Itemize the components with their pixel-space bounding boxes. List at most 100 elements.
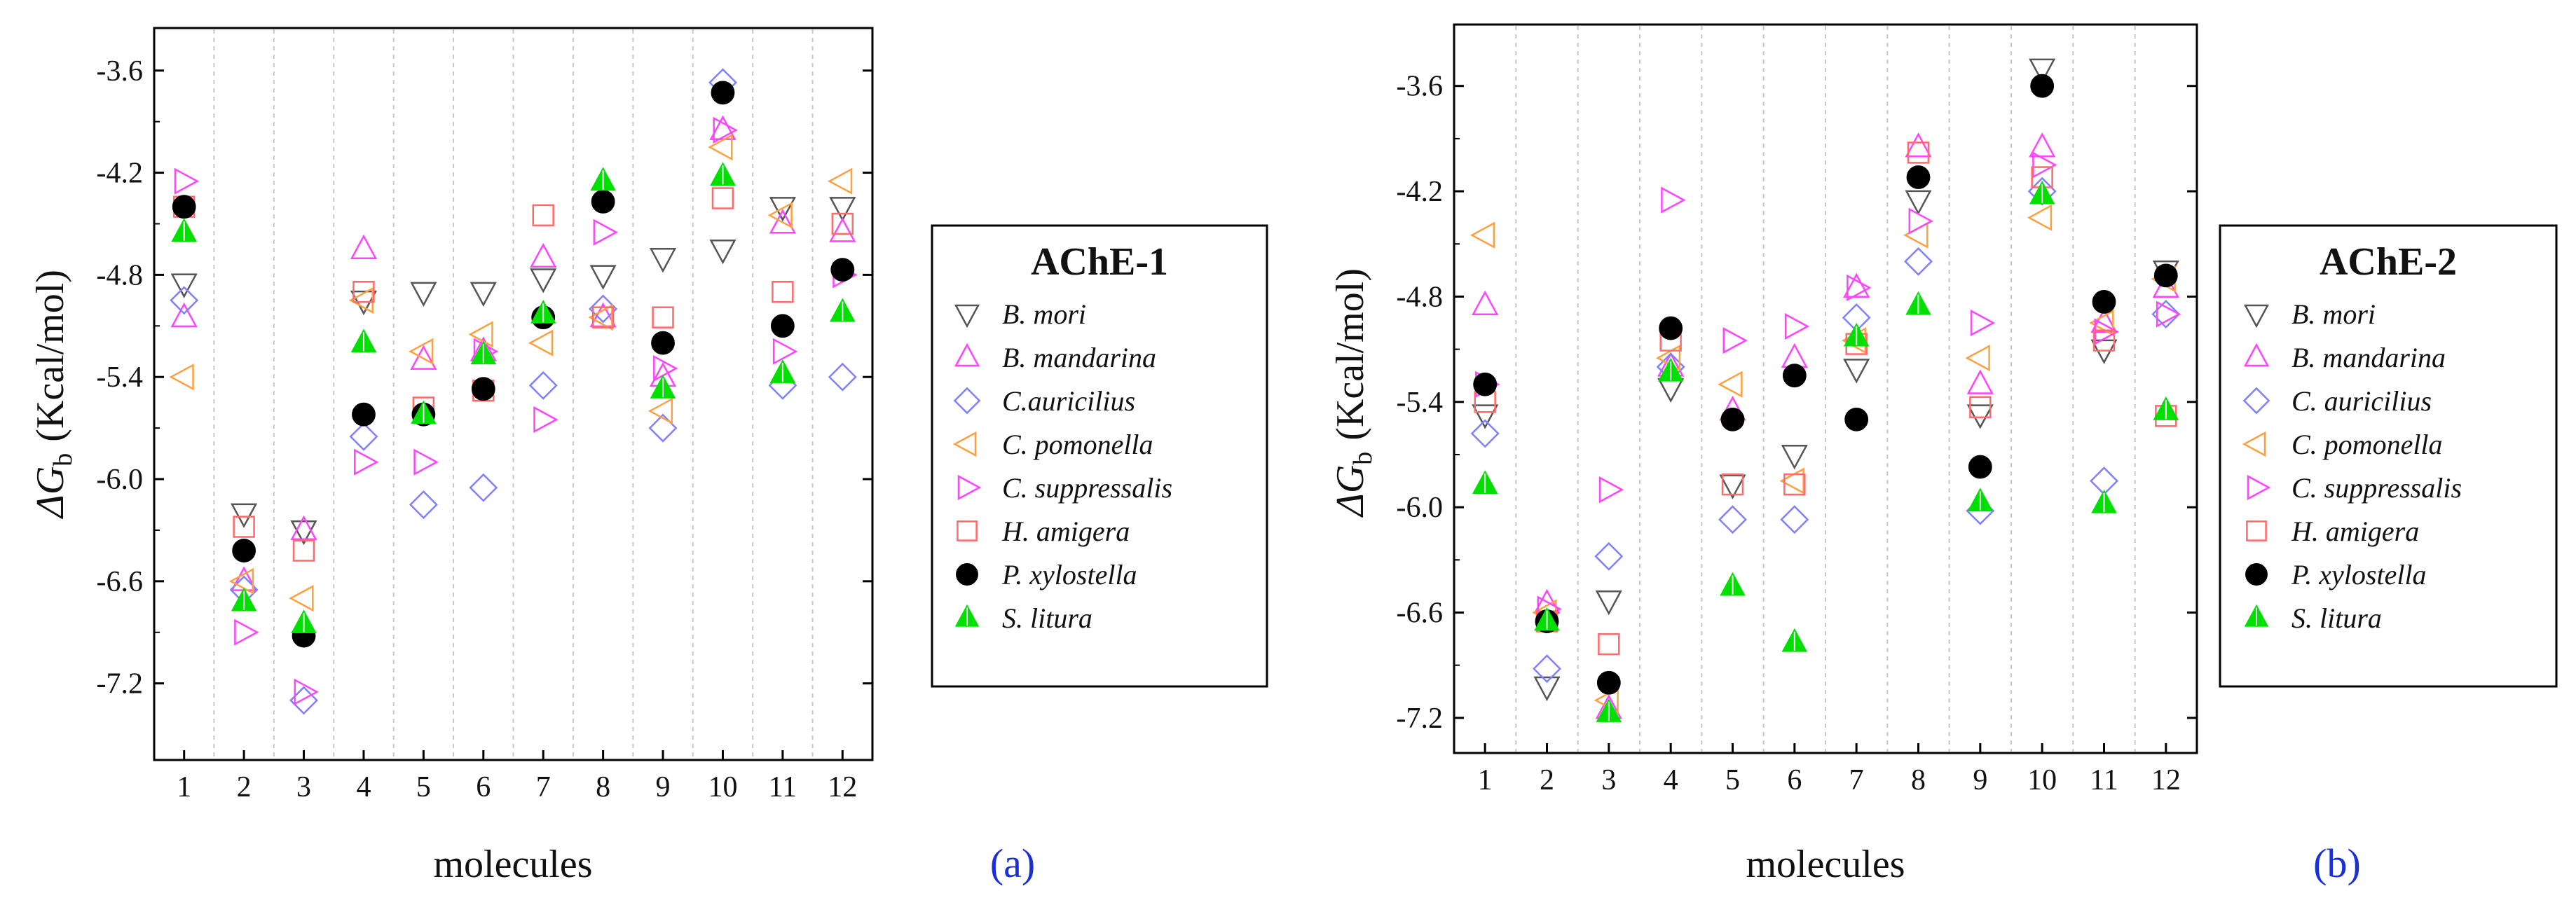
series-marks-a (169, 68, 858, 715)
x-tick-label: 4 (356, 771, 371, 803)
data-point (2156, 300, 2181, 328)
x-tick-label: 6 (476, 771, 491, 803)
data-point (2092, 290, 2116, 314)
data-point (2032, 151, 2057, 179)
data-point (1595, 590, 1622, 616)
data-point (1908, 207, 1933, 235)
data-point (1718, 371, 1743, 398)
data-point (2094, 318, 2119, 345)
legend-items-b: B. mori B. mandarina C. auricilius C. pomon… (2242, 298, 2462, 634)
y-tick-label: -6.0 (1397, 492, 1444, 524)
y-tick-label: -4.2 (97, 158, 144, 190)
data-point (651, 331, 675, 355)
y-tick-label: -4.8 (97, 259, 144, 291)
y-tick-label: -4.2 (1397, 176, 1444, 208)
legend-label: H. amigera (1001, 516, 1130, 547)
x-axis-a: 1 2 3 4 5 6 7 8 9 10 11 12 (177, 750, 857, 803)
legend-label: B. mandarina (1002, 342, 1156, 373)
data-point (709, 239, 737, 265)
x-axis-label-a: molecules (433, 843, 592, 886)
y-tick-label: -6.6 (1397, 597, 1444, 630)
data-point (1965, 345, 1990, 372)
x-tick-label: 12 (828, 771, 857, 803)
data-point (471, 377, 495, 401)
data-point (1904, 247, 1933, 276)
x-tick-label: 5 (1725, 764, 1740, 796)
data-point (1596, 670, 1621, 695)
legend-label: P. xylostella (1001, 559, 1137, 590)
x-tick-label: 7 (1849, 764, 1864, 796)
legend-items-a: B. mori B. mandarina C.auricilius C. pomone… (952, 298, 1172, 634)
data-point (1843, 359, 1870, 384)
legend-marker (954, 343, 980, 367)
data-point (294, 678, 319, 705)
legend-label: B. mori (2291, 298, 2376, 330)
legend-title-b: AChE-2 (2320, 240, 2457, 284)
y-tick-label: -7.2 (97, 668, 144, 700)
data-point (532, 204, 554, 227)
legend-marker (954, 304, 980, 329)
data-point (1782, 364, 1807, 388)
data-point (290, 515, 317, 540)
data-point (827, 167, 853, 195)
data-point (1844, 407, 1869, 431)
data-point (649, 248, 677, 273)
data-point (528, 329, 554, 357)
panel-b: -7.2-6.6-6.0-5.4-4.8-4.2-3.6 1 2 3 4 5 6 7 8 9 10… (1329, 23, 2558, 886)
legend-marker (957, 474, 982, 501)
data-point (350, 234, 378, 259)
data-point (1969, 396, 1992, 419)
data-point (1721, 473, 1744, 496)
data-point (767, 202, 793, 229)
data-point (1968, 455, 1992, 479)
data-point (593, 219, 618, 246)
data-point (170, 286, 199, 315)
data-point (2089, 309, 2114, 337)
y-tick-label: -6.0 (97, 464, 144, 496)
data-point (2153, 263, 2178, 288)
data-point (1843, 272, 1870, 298)
y-tick-label: -4.8 (1397, 281, 1444, 313)
data-point (770, 314, 795, 338)
legend-box-b (2219, 224, 2558, 688)
data-point (289, 585, 314, 612)
data-point (589, 294, 618, 324)
data-point (589, 265, 617, 290)
x-tick-label: 9 (656, 771, 671, 803)
x-tick-label: 1 (1478, 764, 1493, 796)
data-point (470, 282, 497, 308)
data-point (652, 306, 674, 329)
legend-b: AChE-2 B. mori B. mandarina C. auricilius C… (2219, 224, 2558, 688)
legend-marker (956, 563, 978, 586)
data-point (1906, 165, 1931, 189)
legend-marker (2245, 563, 2268, 586)
legend-label: B. mori (1002, 298, 1086, 330)
data-point (232, 539, 256, 562)
data-point (410, 345, 437, 370)
data-point (2092, 329, 2116, 352)
data-point (1469, 221, 1495, 249)
legend-marker (2246, 520, 2267, 541)
x-tick-label: 2 (1540, 764, 1554, 796)
x-tick-label: 4 (1664, 764, 1678, 796)
data-point (1598, 633, 1620, 656)
data-point (409, 338, 434, 365)
x-tick-label: 3 (1601, 764, 1616, 796)
y-tick-label: -7.2 (1397, 703, 1444, 735)
legend-label: P. xylostella (2291, 559, 2427, 590)
data-point (708, 134, 733, 161)
x-tick-label: 5 (416, 771, 431, 803)
data-point (353, 448, 379, 476)
x-tick-label: 2 (237, 771, 252, 803)
legend-label: B. mandarina (2291, 342, 2446, 373)
legend-label: H. amigera (2291, 516, 2419, 547)
x-tick-label: 11 (769, 771, 797, 803)
legend-marker (2242, 387, 2270, 415)
data-point (1970, 309, 1996, 337)
legend-label: C. auricilius (2291, 385, 2432, 417)
x-tick-label: 11 (2090, 764, 2118, 796)
data-point (1661, 186, 1686, 214)
legend-marker (953, 387, 981, 415)
data-point (170, 302, 198, 328)
